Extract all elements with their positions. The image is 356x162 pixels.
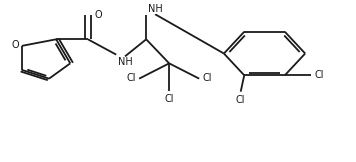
Text: Cl: Cl bbox=[315, 70, 324, 80]
Text: Cl: Cl bbox=[127, 73, 136, 83]
Text: Cl: Cl bbox=[236, 95, 245, 105]
Text: NH: NH bbox=[118, 57, 133, 67]
Text: O: O bbox=[94, 10, 102, 20]
Text: O: O bbox=[11, 40, 19, 50]
Text: Cl: Cl bbox=[164, 94, 174, 104]
Text: NH: NH bbox=[148, 4, 163, 13]
Text: Cl: Cl bbox=[202, 73, 211, 83]
